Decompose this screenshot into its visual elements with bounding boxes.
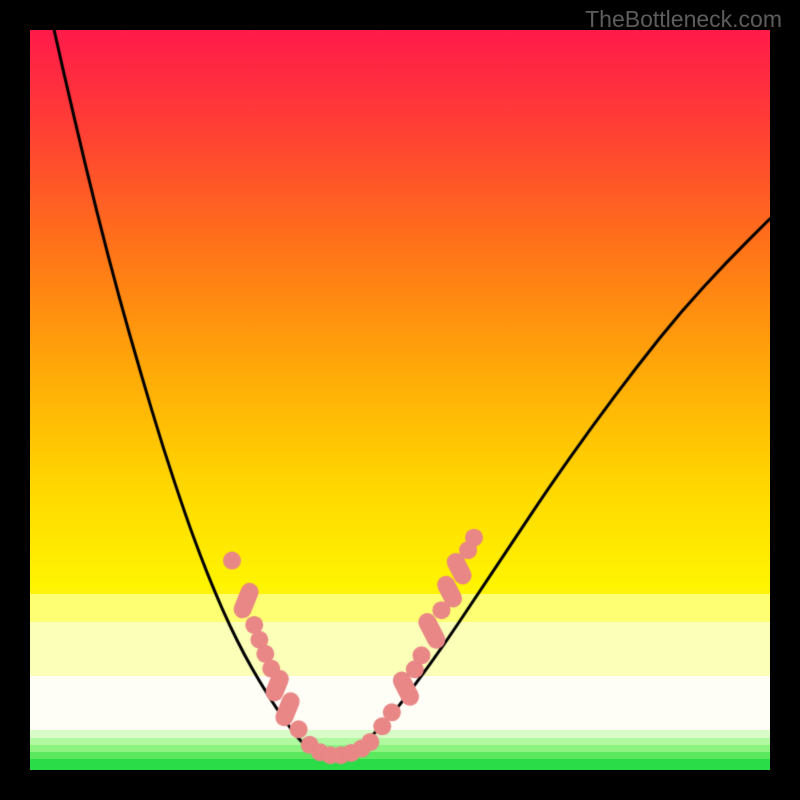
watermark-text: TheBottleneck.com [585,6,782,33]
plot-area [30,30,770,770]
curve-canvas [30,30,770,770]
chart-root: TheBottleneck.com [0,0,800,800]
